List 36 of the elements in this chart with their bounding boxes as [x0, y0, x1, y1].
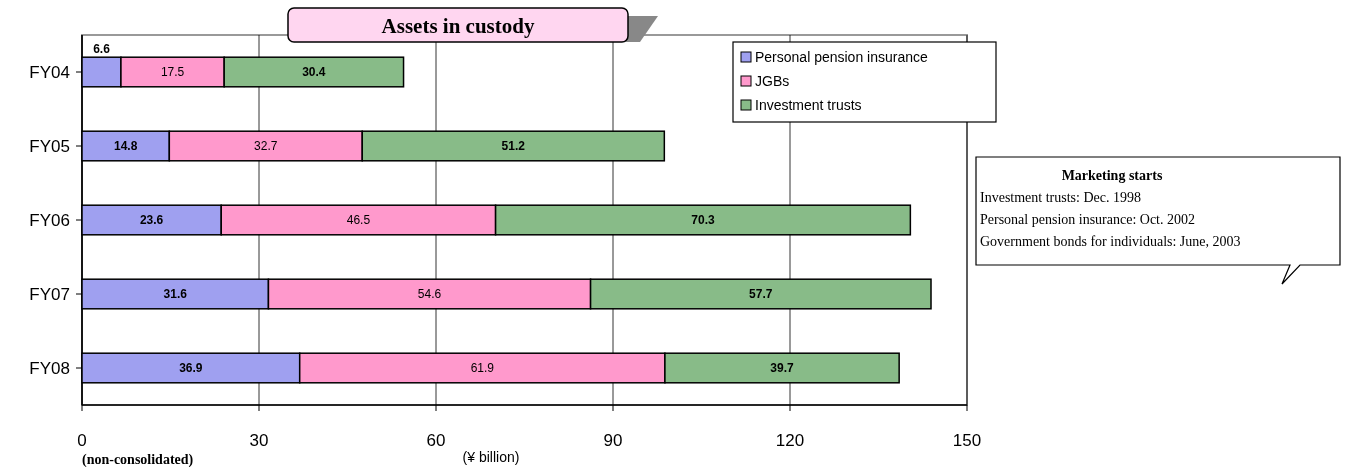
- text: Personal pension insurance: Oct. 2002: [980, 212, 1196, 227]
- data-label: 54.6: [417, 287, 442, 301]
- y-tick-label: FY07: [29, 285, 70, 304]
- data-label: 6.6: [93, 42, 111, 57]
- x-tick-label: 0: [77, 431, 87, 450]
- x-tick-label: 120: [775, 431, 805, 450]
- legend-label: Personal pension insurance: [755, 49, 928, 65]
- x-tick-label: 90: [603, 431, 623, 450]
- legend-label: JGBs: [755, 73, 790, 89]
- text: Investment trusts: Dec. 1998: [980, 190, 1141, 205]
- y-tick-label: FY06: [29, 211, 70, 230]
- text: (non-consolidated): [82, 452, 194, 467]
- y-tick-label: FY08: [29, 359, 70, 378]
- y-tick-label: FY04: [29, 63, 70, 82]
- data-label: 30.4: [302, 65, 326, 79]
- data-label: 17.5: [160, 65, 185, 79]
- y-tick-label: FY05: [29, 137, 70, 156]
- data-label: 14.8: [113, 139, 138, 153]
- x-tick-label: 150: [952, 431, 982, 450]
- legend-label: Investment trusts: [755, 97, 862, 113]
- chart-title: Assets in custody: [381, 14, 535, 38]
- data-label: 70.3: [691, 213, 715, 227]
- data-label: 51.2: [501, 139, 526, 153]
- data-label: 57.7: [749, 287, 773, 301]
- data-label: 61.9: [470, 361, 495, 375]
- text: Marketing starts: [1061, 168, 1163, 183]
- x-tick-label: 30: [249, 431, 269, 450]
- data-label: 31.6: [163, 287, 188, 301]
- data-label: 23.6: [139, 213, 164, 227]
- text: Government bonds for individuals: June, 2003: [980, 234, 1241, 249]
- x-axis-title: (¥ billion): [462, 449, 520, 465]
- data-label: 39.7: [770, 361, 795, 375]
- data-label: 36.9: [179, 361, 203, 375]
- x-tick-label: 60: [426, 431, 446, 450]
- data-label: 32.7: [254, 139, 278, 153]
- data-label: 46.5: [346, 213, 371, 227]
